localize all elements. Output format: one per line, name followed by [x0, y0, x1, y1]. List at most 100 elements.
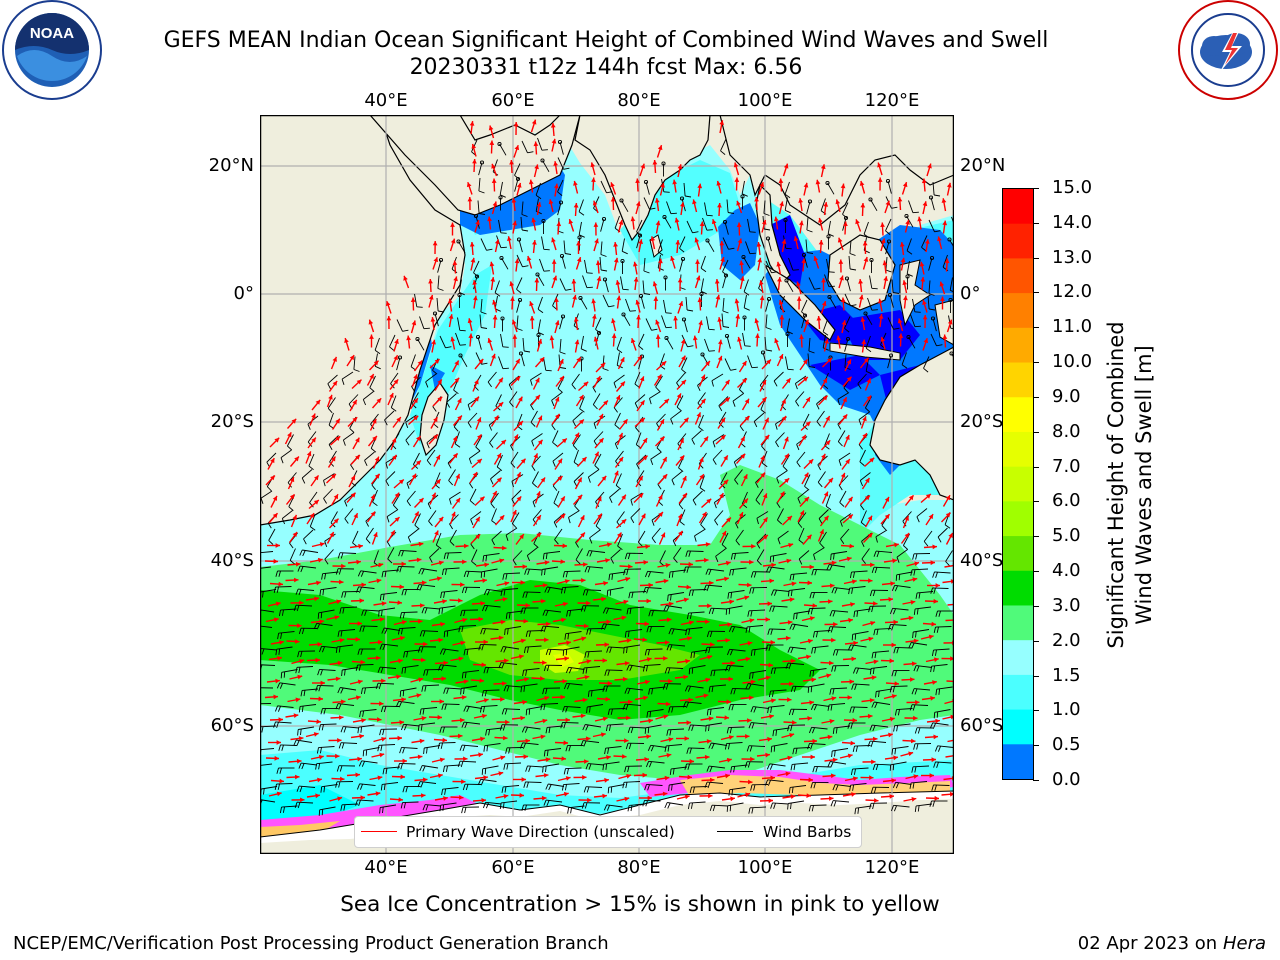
wind-barb [891, 746, 909, 755]
wave-direction-arrow [904, 577, 918, 583]
wave-direction-arrow [532, 514, 542, 527]
wind-barb [911, 765, 930, 773]
wind-barb [498, 219, 507, 234]
wind-barb [923, 530, 933, 547]
wind-barb [729, 567, 747, 576]
wind-barb [822, 319, 829, 336]
wind-barb [933, 761, 952, 768]
wind-barb [414, 513, 421, 530]
wave-direction-arrow [352, 437, 360, 450]
x-tick-bottom-100e: 100°E [737, 857, 793, 878]
wave-direction-arrow [820, 796, 834, 801]
wind-barb [419, 630, 439, 637]
wave-direction-arrow [286, 639, 300, 644]
wave-direction-arrow [594, 580, 608, 586]
wind-barb [329, 450, 337, 467]
wave-direction-arrow [610, 182, 617, 195]
map-panel [259, 114, 955, 855]
wave-direction-arrow [350, 598, 365, 604]
wind-barb [522, 591, 541, 598]
wave-direction-arrow [922, 757, 937, 763]
wave-direction-arrow [715, 715, 730, 720]
wave-direction-arrow [593, 336, 599, 350]
wind-barb [580, 605, 600, 612]
wind-barb [616, 511, 625, 527]
wind-barb [439, 802, 457, 812]
wave-direction-arrow [760, 578, 775, 584]
wave-direction-arrow [347, 416, 358, 427]
wind-barb [931, 784, 950, 791]
wave-direction-arrow [593, 793, 607, 799]
wave-direction-arrow [371, 752, 385, 758]
wind-barb [341, 667, 359, 677]
wind-barb [298, 704, 317, 713]
wave-direction-arrow [592, 314, 597, 328]
wind-barb [510, 451, 519, 468]
wind-barb [419, 316, 430, 330]
wind-barb [419, 707, 438, 715]
wind-barb [626, 664, 646, 672]
wave-direction-arrow [269, 581, 284, 587]
wind-barb [356, 783, 376, 790]
wind-barb [323, 473, 335, 487]
wind-barb [747, 218, 756, 233]
wave-direction-arrow [718, 757, 732, 763]
wind-barb [683, 182, 692, 198]
wave-direction-arrow [699, 793, 713, 799]
wave-direction-arrow [490, 771, 504, 777]
y-tick-left-20s: 20°S [210, 411, 254, 432]
wave-direction-arrow [858, 432, 868, 445]
wave-direction-arrow [288, 531, 298, 543]
wind-barb [699, 475, 706, 492]
wind-barb [275, 570, 294, 577]
wave-direction-arrow [346, 636, 361, 642]
wave-direction-arrow [513, 121, 519, 136]
wind-barb [869, 724, 889, 732]
wave-direction-arrow [389, 516, 400, 527]
wind-barb [441, 787, 459, 796]
wind-barb [734, 469, 743, 485]
wave-direction-arrow [757, 257, 762, 271]
wave-direction-arrow [757, 617, 770, 622]
wind-barb [891, 279, 900, 294]
wave-direction-arrow [802, 754, 815, 760]
wave-direction-arrow [451, 497, 461, 509]
wave-direction-arrow [529, 315, 535, 330]
wind-barb [360, 686, 379, 695]
wave-direction-arrow [650, 236, 656, 250]
wind-barb [705, 722, 723, 732]
wind-barb [415, 336, 425, 351]
wind-barb [902, 511, 912, 527]
wind-barb [523, 645, 542, 654]
y-tick-left-40s: 40°S [210, 550, 254, 571]
colorbar [1002, 188, 1034, 780]
wind-barb [851, 683, 870, 690]
wind-barb [470, 511, 482, 526]
wave-direction-arrow [369, 418, 377, 431]
wave-direction-arrow [739, 779, 753, 785]
wave-direction-arrow [842, 792, 856, 797]
wind-barb [905, 274, 910, 290]
wind-barb [397, 762, 416, 770]
wave-direction-arrow [922, 621, 937, 627]
wave-direction-arrow [305, 451, 312, 464]
wind-barb [457, 292, 462, 308]
wave-direction-arrow [783, 720, 797, 725]
wave-direction-arrow [780, 681, 794, 687]
wave-direction-arrow [926, 718, 940, 724]
wind-barb [928, 219, 941, 233]
wave-direction-arrow [637, 455, 648, 466]
wave-direction-arrow [758, 455, 765, 468]
wave-direction-arrow [859, 357, 870, 369]
wind-barb [523, 781, 542, 788]
wind-barb [559, 314, 566, 330]
wind-barb [928, 280, 935, 296]
wave-direction-arrow [880, 222, 885, 236]
wave-direction-arrow [391, 492, 400, 504]
wind-barb [602, 607, 622, 614]
wave-direction-arrow [696, 398, 707, 410]
wave-direction-arrow [536, 560, 550, 565]
wave-direction-arrow [554, 740, 569, 746]
wind-barb [260, 725, 277, 733]
wave-direction-arrow [533, 141, 539, 155]
